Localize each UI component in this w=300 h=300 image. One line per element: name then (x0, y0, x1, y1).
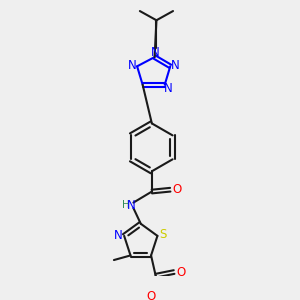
Text: H: H (122, 200, 130, 210)
Text: N: N (114, 230, 123, 242)
Text: S: S (159, 227, 167, 241)
Text: N: N (170, 59, 179, 72)
Text: O: O (172, 183, 181, 196)
Text: O: O (146, 290, 156, 300)
Text: N: N (128, 59, 137, 72)
Text: N: N (151, 46, 160, 59)
Text: O: O (176, 266, 185, 278)
Text: N: N (127, 199, 136, 212)
Text: N: N (164, 82, 173, 95)
